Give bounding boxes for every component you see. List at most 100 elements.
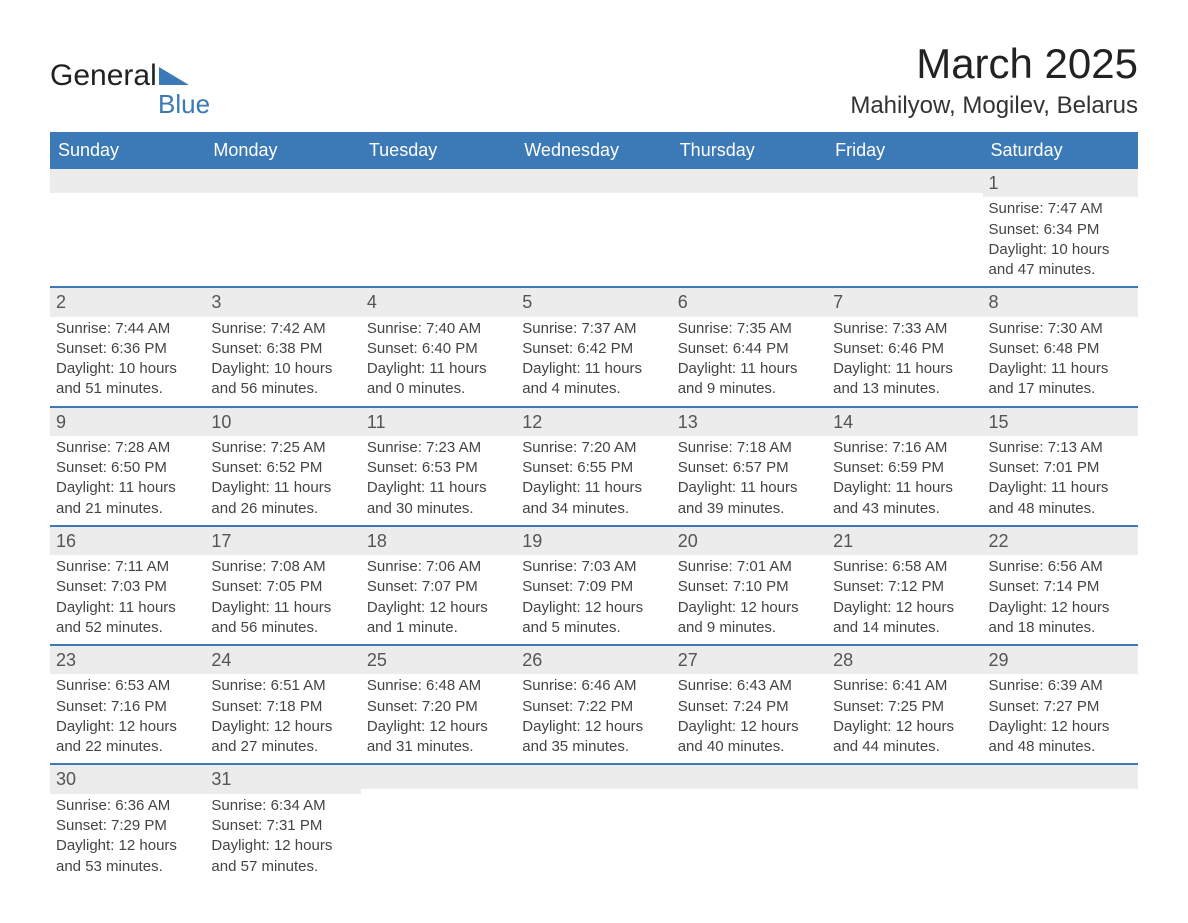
daylight-line: Daylight: 12 hours and 53 minutes. xyxy=(56,836,199,877)
sunrise-line: Sunrise: 7:23 AM xyxy=(367,438,510,458)
day-cell: 28Sunrise: 6:41 AMSunset: 7:25 PMDayligh… xyxy=(827,645,982,764)
sunset-line: Sunset: 7:27 PM xyxy=(989,697,1132,717)
sunrise-line: Sunrise: 7:25 AM xyxy=(211,438,354,458)
sunrise-line: Sunrise: 7:20 AM xyxy=(522,438,665,458)
day-number: 11 xyxy=(367,412,386,432)
day-cell: 21Sunrise: 6:58 AMSunset: 7:12 PMDayligh… xyxy=(827,526,982,645)
daylight-line: Daylight: 12 hours and 40 minutes. xyxy=(678,717,821,758)
daylight-line: Daylight: 12 hours and 9 minutes. xyxy=(678,598,821,639)
sunrise-line: Sunrise: 6:58 AM xyxy=(833,557,976,577)
sunrise-line: Sunrise: 7:11 AM xyxy=(56,557,199,577)
empty-daynum xyxy=(361,169,516,193)
week-row: 2Sunrise: 7:44 AMSunset: 6:36 PMDaylight… xyxy=(50,287,1138,406)
daylight-line: Daylight: 11 hours and 4 minutes. xyxy=(522,359,665,400)
day-number: 13 xyxy=(678,412,698,432)
daylight-line: Daylight: 10 hours and 47 minutes. xyxy=(989,240,1132,281)
sunset-line: Sunset: 7:14 PM xyxy=(989,577,1132,597)
sunset-line: Sunset: 6:40 PM xyxy=(367,339,510,359)
daylight-line: Daylight: 11 hours and 26 minutes. xyxy=(211,478,354,519)
calendar-page: General Blue March 2025 Mahilyow, Mogile… xyxy=(50,40,1138,883)
sunrise-line: Sunrise: 6:36 AM xyxy=(56,796,199,816)
weekday-header: Thursday xyxy=(672,133,827,168)
day-cell: 9Sunrise: 7:28 AMSunset: 6:50 PMDaylight… xyxy=(50,407,205,526)
daylight-line: Daylight: 12 hours and 5 minutes. xyxy=(522,598,665,639)
sunrise-line: Sunrise: 7:44 AM xyxy=(56,319,199,339)
sunrise-line: Sunrise: 6:39 AM xyxy=(989,676,1132,696)
sunset-line: Sunset: 7:24 PM xyxy=(678,697,821,717)
day-number: 2 xyxy=(56,292,66,312)
calendar-body: 1Sunrise: 7:47 AMSunset: 6:34 PMDaylight… xyxy=(50,168,1138,883)
daynum-row: 10 xyxy=(205,408,360,436)
daylight-line: Daylight: 11 hours and 21 minutes. xyxy=(56,478,199,519)
day-number: 27 xyxy=(678,650,698,670)
sunrise-line: Sunrise: 7:08 AM xyxy=(211,557,354,577)
weekday-header: Tuesday xyxy=(361,133,516,168)
daylight-line: Daylight: 10 hours and 51 minutes. xyxy=(56,359,199,400)
day-cell: 15Sunrise: 7:13 AMSunset: 7:01 PMDayligh… xyxy=(983,407,1138,526)
sunset-line: Sunset: 7:22 PM xyxy=(522,697,665,717)
day-cell: 16Sunrise: 7:11 AMSunset: 7:03 PMDayligh… xyxy=(50,526,205,645)
daynum-row: 23 xyxy=(50,646,205,674)
day-number: 22 xyxy=(989,531,1009,551)
empty-daynum xyxy=(50,169,205,193)
day-cell xyxy=(50,168,205,287)
sunrise-line: Sunrise: 7:33 AM xyxy=(833,319,976,339)
day-number: 26 xyxy=(522,650,542,670)
daylight-line: Daylight: 11 hours and 17 minutes. xyxy=(989,359,1132,400)
sunset-line: Sunset: 6:34 PM xyxy=(989,220,1132,240)
logo: General Blue xyxy=(50,41,210,120)
day-cell: 25Sunrise: 6:48 AMSunset: 7:20 PMDayligh… xyxy=(361,645,516,764)
day-number: 6 xyxy=(678,292,688,312)
day-cell xyxy=(827,168,982,287)
daynum-row: 17 xyxy=(205,527,360,555)
day-cell: 5Sunrise: 7:37 AMSunset: 6:42 PMDaylight… xyxy=(516,287,671,406)
header: General Blue March 2025 Mahilyow, Mogile… xyxy=(50,40,1138,120)
daylight-line: Daylight: 12 hours and 31 minutes. xyxy=(367,717,510,758)
daynum-row: 18 xyxy=(361,527,516,555)
day-number: 7 xyxy=(833,292,843,312)
day-number: 3 xyxy=(211,292,221,312)
day-number: 30 xyxy=(56,769,76,789)
sunrise-line: Sunrise: 7:18 AM xyxy=(678,438,821,458)
daynum-row: 21 xyxy=(827,527,982,555)
sunrise-line: Sunrise: 6:53 AM xyxy=(56,676,199,696)
day-cell xyxy=(672,168,827,287)
sunset-line: Sunset: 7:25 PM xyxy=(833,697,976,717)
sunset-line: Sunset: 6:38 PM xyxy=(211,339,354,359)
day-cell xyxy=(983,764,1138,882)
sunset-line: Sunset: 7:18 PM xyxy=(211,697,354,717)
daynum-row: 27 xyxy=(672,646,827,674)
daynum-row: 11 xyxy=(361,408,516,436)
sunrise-line: Sunrise: 7:47 AM xyxy=(989,199,1132,219)
day-number: 5 xyxy=(522,292,532,312)
day-cell: 19Sunrise: 7:03 AMSunset: 7:09 PMDayligh… xyxy=(516,526,671,645)
day-cell: 2Sunrise: 7:44 AMSunset: 6:36 PMDaylight… xyxy=(50,287,205,406)
sunrise-line: Sunrise: 7:40 AM xyxy=(367,319,510,339)
sunset-line: Sunset: 6:44 PM xyxy=(678,339,821,359)
day-number: 9 xyxy=(56,412,66,432)
day-number: 31 xyxy=(211,769,231,789)
day-number: 18 xyxy=(367,531,387,551)
day-cell xyxy=(361,168,516,287)
day-cell xyxy=(827,764,982,882)
daylight-line: Daylight: 12 hours and 1 minute. xyxy=(367,598,510,639)
day-number: 14 xyxy=(833,412,853,432)
empty-daynum xyxy=(516,765,671,789)
daynum-row: 3 xyxy=(205,288,360,316)
day-number: 4 xyxy=(367,292,377,312)
daynum-row: 5 xyxy=(516,288,671,316)
daylight-line: Daylight: 11 hours and 39 minutes. xyxy=(678,478,821,519)
sunset-line: Sunset: 6:53 PM xyxy=(367,458,510,478)
daylight-line: Daylight: 12 hours and 35 minutes. xyxy=(522,717,665,758)
day-cell: 27Sunrise: 6:43 AMSunset: 7:24 PMDayligh… xyxy=(672,645,827,764)
sunrise-line: Sunrise: 7:16 AM xyxy=(833,438,976,458)
week-row: 30Sunrise: 6:36 AMSunset: 7:29 PMDayligh… xyxy=(50,764,1138,882)
daylight-line: Daylight: 12 hours and 14 minutes. xyxy=(833,598,976,639)
empty-daynum xyxy=(672,765,827,789)
sunset-line: Sunset: 6:50 PM xyxy=(56,458,199,478)
week-row: 16Sunrise: 7:11 AMSunset: 7:03 PMDayligh… xyxy=(50,526,1138,645)
daylight-line: Daylight: 12 hours and 27 minutes. xyxy=(211,717,354,758)
daynum-row: 26 xyxy=(516,646,671,674)
daynum-row: 20 xyxy=(672,527,827,555)
day-cell: 11Sunrise: 7:23 AMSunset: 6:53 PMDayligh… xyxy=(361,407,516,526)
